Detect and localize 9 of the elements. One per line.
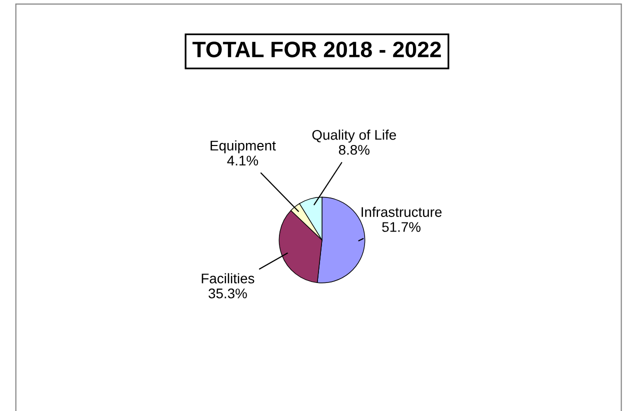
slice-label: Equipment [210,140,276,154]
chart-title: TOTAL FOR 2018 - 2022 [192,42,441,58]
data-label: 35.3% [208,288,247,298]
data-label: 8.8% [338,144,370,155]
data-label: 51.7% [382,222,420,232]
slice-label: Quality of Life [312,130,396,143]
slice-label: Facilities [202,273,254,284]
data-label: 4.1% [227,156,258,166]
slice-label: Infrastructure [362,206,442,217]
